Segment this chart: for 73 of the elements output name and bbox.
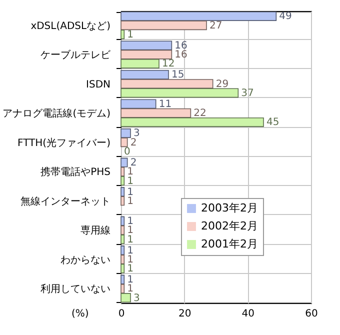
bar bbox=[120, 234, 125, 244]
y-tick-label: わからない bbox=[60, 254, 110, 266]
bar bbox=[120, 264, 125, 274]
data-label: 15 bbox=[172, 70, 184, 81]
bar bbox=[120, 166, 125, 176]
legend-label: 2003年2月 bbox=[201, 202, 258, 214]
x-tick-label: 20 bbox=[178, 308, 192, 320]
data-label: 1 bbox=[127, 245, 134, 256]
bar bbox=[120, 99, 156, 109]
y-tick-label: FTTH(光ファイバー) bbox=[18, 136, 111, 149]
y-tick-label: ケーブルテレビ bbox=[40, 49, 112, 62]
data-label: 16 bbox=[174, 40, 188, 52]
bar bbox=[120, 158, 128, 168]
x-tick-label: 40 bbox=[242, 308, 255, 320]
data-label: 1 bbox=[127, 225, 134, 236]
bar bbox=[120, 40, 172, 50]
data-label: 12 bbox=[162, 58, 175, 70]
data-label: 27 bbox=[210, 20, 222, 32]
bar bbox=[120, 118, 264, 127]
y-tick-label: 専用線 bbox=[80, 224, 110, 237]
bar bbox=[120, 58, 160, 68]
bar bbox=[120, 70, 169, 80]
data-label: 1 bbox=[127, 196, 134, 207]
data-label: 1 bbox=[127, 29, 134, 40]
bar bbox=[120, 88, 239, 98]
bar bbox=[120, 128, 131, 138]
data-label: 45 bbox=[266, 117, 280, 128]
bar bbox=[120, 246, 125, 256]
data-label: 29 bbox=[216, 78, 229, 90]
y-tick-label: 無線インターネット bbox=[20, 195, 110, 208]
bar bbox=[120, 187, 125, 196]
y-tick-label: 利用していない bbox=[40, 283, 110, 296]
bar bbox=[120, 225, 125, 235]
bar bbox=[120, 284, 125, 294]
data-label: 1 bbox=[127, 284, 134, 295]
data-label: 0 bbox=[124, 146, 130, 158]
x-tick-label: 0 bbox=[118, 308, 125, 320]
data-label: 11 bbox=[158, 98, 172, 110]
data-label: 3 bbox=[134, 292, 140, 304]
data-label: 2 bbox=[130, 137, 137, 148]
legend-label: 2002年2月 bbox=[201, 220, 258, 232]
y-tick-label: 携帯電話やPHS bbox=[40, 166, 110, 178]
y-tick-label: xDSL(ADSLなど) bbox=[30, 20, 111, 32]
bar bbox=[120, 30, 125, 40]
data-label: 22 bbox=[194, 108, 206, 120]
x-axis-title: (%) bbox=[72, 308, 89, 320]
bar bbox=[120, 254, 125, 264]
data-label: 1 bbox=[127, 166, 134, 178]
data-label: 49 bbox=[279, 11, 292, 22]
data-label: 2 bbox=[130, 158, 137, 169]
data-label: 1 bbox=[127, 264, 134, 275]
data-label: 3 bbox=[134, 128, 140, 140]
data-label: 1 bbox=[127, 254, 134, 266]
bar bbox=[120, 274, 125, 284]
bar bbox=[120, 138, 128, 148]
bar bbox=[120, 50, 172, 60]
bar bbox=[120, 20, 207, 30]
data-label: 37 bbox=[241, 88, 254, 99]
legend-label: 2001年2月 bbox=[201, 238, 258, 250]
bar bbox=[120, 176, 125, 186]
bar bbox=[120, 216, 125, 226]
bar bbox=[120, 79, 214, 89]
data-label: 16 bbox=[174, 50, 188, 61]
x-tick-label: 60 bbox=[305, 308, 318, 320]
data-label: 1 bbox=[127, 234, 134, 246]
bar bbox=[120, 11, 277, 21]
y-tick-label: ISDN bbox=[86, 79, 110, 90]
bar bbox=[120, 108, 192, 118]
y-tick-label: アナログ電話線(モデム) bbox=[2, 108, 111, 120]
data-label: 1 bbox=[127, 186, 134, 198]
bar bbox=[120, 293, 131, 303]
data-label: 1 bbox=[127, 176, 134, 187]
bar bbox=[120, 196, 125, 206]
